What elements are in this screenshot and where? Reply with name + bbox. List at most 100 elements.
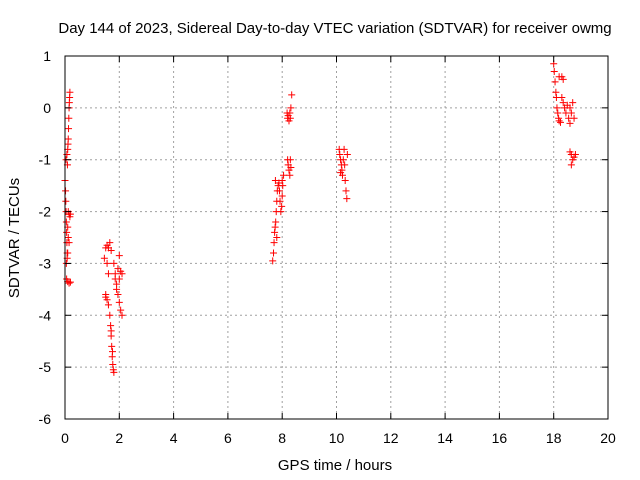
data-point xyxy=(286,171,294,179)
data-point xyxy=(269,257,277,265)
x-tick-label: 6 xyxy=(224,430,232,446)
x-tick-label: 20 xyxy=(600,430,616,446)
data-point xyxy=(102,293,110,301)
data-point xyxy=(63,228,71,236)
data-point xyxy=(555,73,563,81)
data-points xyxy=(61,60,579,376)
plot-frame xyxy=(64,55,609,420)
x-tick-label: 4 xyxy=(170,430,178,446)
y-tick-label: -2 xyxy=(39,204,52,220)
data-point xyxy=(566,104,574,112)
data-point xyxy=(109,361,117,369)
data-point xyxy=(63,151,71,159)
data-point xyxy=(270,249,278,257)
data-point xyxy=(339,156,347,164)
data-point xyxy=(62,187,70,195)
data-point xyxy=(117,306,125,314)
data-point xyxy=(62,197,70,205)
data-point xyxy=(559,75,567,83)
data-point xyxy=(106,239,114,247)
data-point xyxy=(111,275,119,283)
data-point xyxy=(271,223,279,231)
data-point xyxy=(553,104,561,112)
data-point xyxy=(272,218,280,226)
data-point xyxy=(271,228,279,236)
data-point xyxy=(558,93,566,101)
data-point xyxy=(570,114,578,122)
data-point xyxy=(64,140,72,148)
x-tick-label: 10 xyxy=(329,430,345,446)
data-point xyxy=(115,252,123,260)
data-point xyxy=(108,342,116,350)
data-point xyxy=(341,176,349,184)
data-point xyxy=(341,161,349,169)
data-point xyxy=(550,68,558,76)
y-tick-label: -5 xyxy=(39,359,52,375)
data-point xyxy=(118,311,126,319)
data-point xyxy=(113,285,121,293)
y-axis-title: SDTVAR / TECUs xyxy=(6,178,23,298)
data-point xyxy=(107,246,115,254)
data-point xyxy=(107,327,115,335)
data-point xyxy=(104,301,112,309)
data-point xyxy=(275,187,283,195)
data-point xyxy=(567,109,575,117)
data-point xyxy=(288,91,296,99)
data-point xyxy=(340,145,348,153)
x-tick-label: 2 xyxy=(115,430,123,446)
axis-ticks: 0 2 4 6 8 10 12 14 16 18 20 -6 -5 -4 -3 -2 -1 0 1 xyxy=(39,48,616,446)
y-tick-label: -6 xyxy=(39,411,52,427)
grid xyxy=(65,56,608,419)
data-point xyxy=(66,93,74,101)
data-point xyxy=(567,161,575,169)
data-point xyxy=(273,234,281,241)
data-point xyxy=(342,187,350,195)
chart-title: Day 144 of 2023, Sidereal Day-to-day VTE… xyxy=(58,20,611,37)
data-point xyxy=(569,99,577,107)
data-point xyxy=(559,99,567,107)
data-point xyxy=(278,176,286,184)
data-point xyxy=(278,202,286,210)
x-tick-label: 16 xyxy=(492,430,508,446)
data-point xyxy=(555,117,563,125)
x-tick-label: 14 xyxy=(437,430,453,446)
data-point xyxy=(336,151,344,159)
data-point xyxy=(276,197,284,205)
data-point xyxy=(270,239,278,247)
data-point xyxy=(106,311,114,319)
data-point xyxy=(100,254,108,262)
data-point xyxy=(66,278,74,286)
x-tick-label: 8 xyxy=(278,430,286,446)
data-point xyxy=(551,78,559,86)
data-point xyxy=(62,218,70,226)
data-point xyxy=(278,192,286,200)
data-point xyxy=(65,239,73,247)
y-tick-label: -1 xyxy=(39,152,52,168)
y-tick-label: -4 xyxy=(39,307,52,323)
data-point xyxy=(110,368,118,376)
data-point xyxy=(287,163,295,171)
data-point xyxy=(115,298,123,306)
data-point xyxy=(284,112,292,120)
data-point xyxy=(271,176,279,184)
data-point xyxy=(107,322,115,330)
data-point xyxy=(343,151,351,159)
data-point xyxy=(65,279,73,287)
data-point xyxy=(343,195,351,203)
data-point xyxy=(571,151,579,159)
data-point xyxy=(118,270,126,278)
x-tick-label: 18 xyxy=(546,430,562,446)
data-point xyxy=(110,259,118,267)
data-point xyxy=(556,118,564,126)
y-tick-label: 0 xyxy=(43,100,51,116)
x-axis-title: GPS time / hours xyxy=(278,457,392,474)
data-point xyxy=(554,109,562,117)
data-point xyxy=(552,88,560,96)
data-point xyxy=(109,348,117,356)
data-point xyxy=(337,169,345,177)
x-tick-label: 0 xyxy=(61,430,69,446)
data-point xyxy=(566,119,574,127)
data-point xyxy=(114,291,122,299)
data-point xyxy=(65,114,73,122)
data-point xyxy=(64,234,72,241)
